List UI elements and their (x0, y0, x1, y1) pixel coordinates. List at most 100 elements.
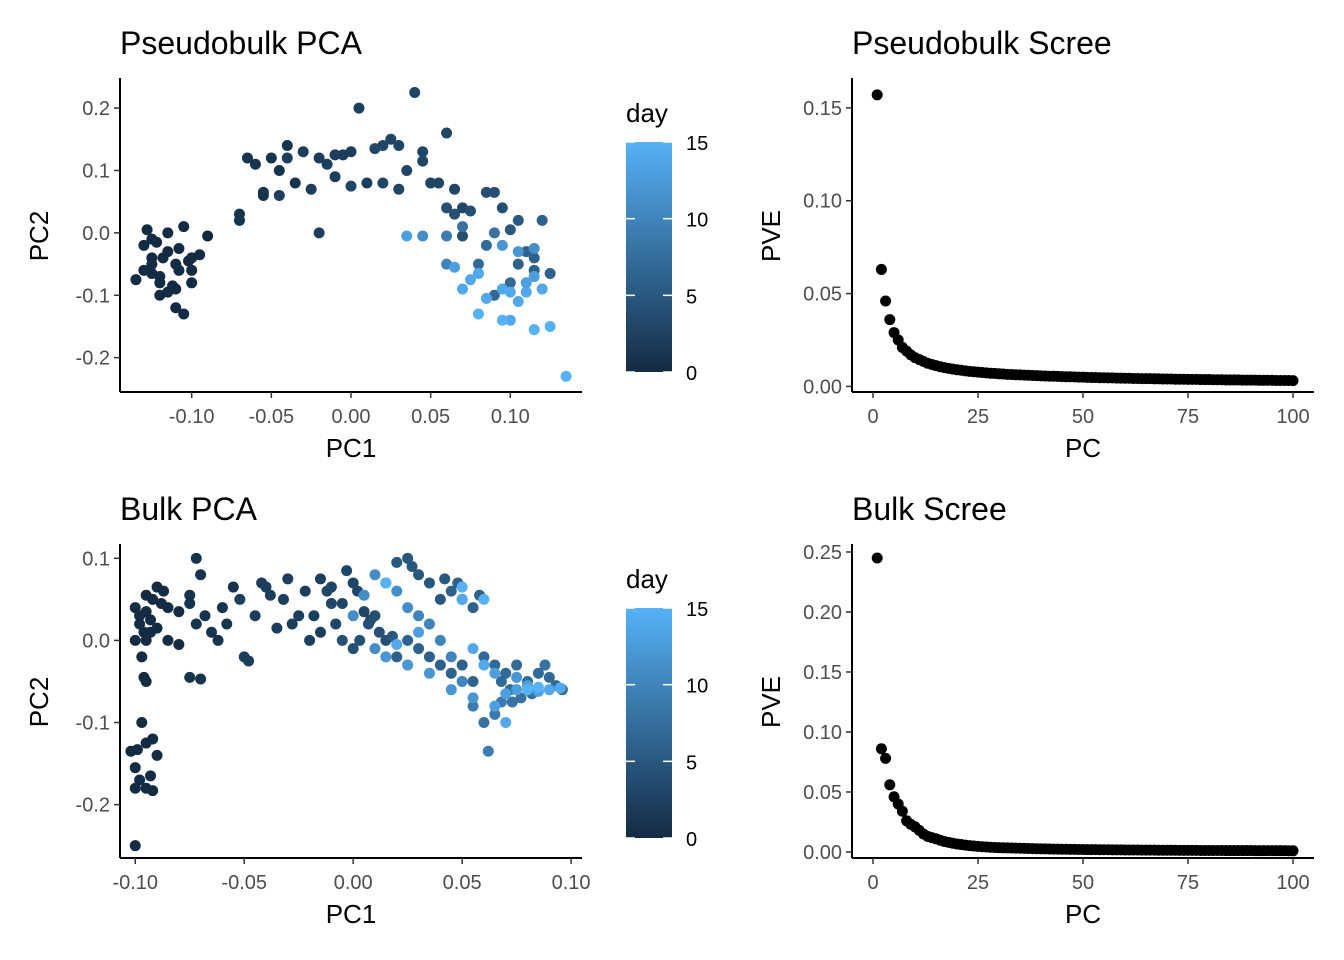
x-tick-label: 100 (1276, 872, 1309, 894)
data-point (361, 177, 373, 189)
data-point (544, 320, 556, 332)
data-point (536, 214, 548, 226)
y-axis-label: PVE (756, 676, 786, 728)
data-point (257, 189, 269, 201)
data-point (178, 221, 190, 233)
data-point (512, 296, 524, 308)
data-point (271, 622, 283, 634)
data-point (456, 581, 468, 593)
data-point (329, 171, 341, 183)
y-tick-label: 0.1 (82, 548, 110, 570)
data-point (134, 610, 146, 622)
x-tick-label: 100 (1276, 406, 1309, 428)
data-point (884, 779, 896, 791)
data-point (478, 717, 490, 729)
data-point (417, 155, 429, 167)
data-point (216, 602, 228, 614)
data-point (520, 277, 532, 289)
x-tick-label: 0.05 (411, 406, 450, 428)
data-point (441, 230, 453, 242)
data-point (138, 626, 150, 638)
data-point (129, 602, 141, 614)
legend-tick-label: 5 (686, 286, 697, 308)
data-point (449, 183, 461, 195)
data-point (129, 634, 141, 646)
data-points (130, 86, 572, 382)
y-axis-label: PC2 (24, 677, 54, 728)
data-point (199, 610, 211, 622)
x-tick-label: 50 (1072, 406, 1094, 428)
data-point (151, 749, 163, 761)
x-axis-label: PC1 (326, 433, 377, 463)
data-point (402, 602, 414, 614)
data-point (154, 277, 166, 289)
data-point (445, 667, 457, 679)
data-point (543, 671, 555, 683)
data-point (145, 614, 157, 626)
data-point (173, 639, 185, 651)
data-point (358, 589, 370, 601)
y-tick-label: -0.2 (76, 795, 110, 817)
data-point (369, 643, 381, 655)
data-point (195, 569, 207, 581)
y-tick-label: 0.0 (82, 630, 110, 652)
data-point (496, 239, 508, 251)
data-points (871, 89, 1299, 387)
data-point (353, 102, 365, 114)
data-point (347, 610, 359, 622)
legend-tick-label: 15 (686, 599, 708, 621)
x-tick-label: -0.10 (169, 406, 215, 428)
data-point (544, 267, 556, 279)
data-point (391, 585, 403, 597)
data-point (539, 659, 551, 671)
data-point (293, 610, 305, 622)
data-point (478, 593, 490, 605)
data-point (423, 618, 435, 630)
data-point (173, 242, 185, 254)
data-point (504, 224, 516, 236)
data-point (500, 667, 512, 679)
color-bar (626, 142, 672, 372)
chart-panel-3: Bulk Scree 0 25 50 75 100 0.00 0.05 0.10 0.15 0.20… (756, 491, 1314, 929)
data-point (511, 671, 523, 683)
color-legend: day 0 5 10 15 (626, 564, 708, 851)
x-axis-label: PC (1065, 433, 1101, 463)
data-point (1287, 375, 1299, 387)
data-point (496, 202, 508, 214)
data-point (417, 230, 429, 242)
data-point (304, 634, 316, 646)
data-point (265, 152, 277, 164)
x-tick-label: -0.05 (221, 872, 267, 894)
data-point (413, 610, 425, 622)
data-point (386, 630, 398, 642)
y-tick-label: 0.1 (82, 160, 110, 182)
y-tick-label: 0.00 (803, 842, 842, 864)
data-point (260, 581, 272, 593)
y-tick-label: -0.1 (76, 285, 110, 307)
data-point (345, 146, 357, 158)
data-point (151, 622, 163, 634)
data-point (305, 183, 317, 195)
x-tick-label: 75 (1177, 406, 1199, 428)
data-point (146, 267, 158, 279)
data-point (880, 295, 892, 307)
data-point (511, 659, 523, 671)
data-point (480, 292, 492, 304)
y-tick-label: 0.20 (803, 602, 842, 624)
y-tick-label: 0.15 (803, 98, 842, 120)
data-point (391, 556, 403, 568)
data-point (402, 659, 414, 671)
data-point (186, 277, 198, 289)
chart-panel-2: Bulk PCA-0.10 -0.05 0.00 0.05 0.10-0.2-0.10.… (24, 491, 708, 929)
data-point (434, 659, 446, 671)
data-point (543, 684, 555, 696)
x-tick-label: -0.10 (112, 872, 158, 894)
data-point (449, 208, 461, 220)
data-point (488, 186, 500, 198)
x-tick-label: 75 (1177, 872, 1199, 894)
y-tick-label: 0.25 (803, 542, 842, 564)
data-point (184, 671, 196, 683)
x-tick-label: 50 (1072, 872, 1094, 894)
data-point (273, 164, 285, 176)
x-tick-label: -0.05 (249, 406, 295, 428)
